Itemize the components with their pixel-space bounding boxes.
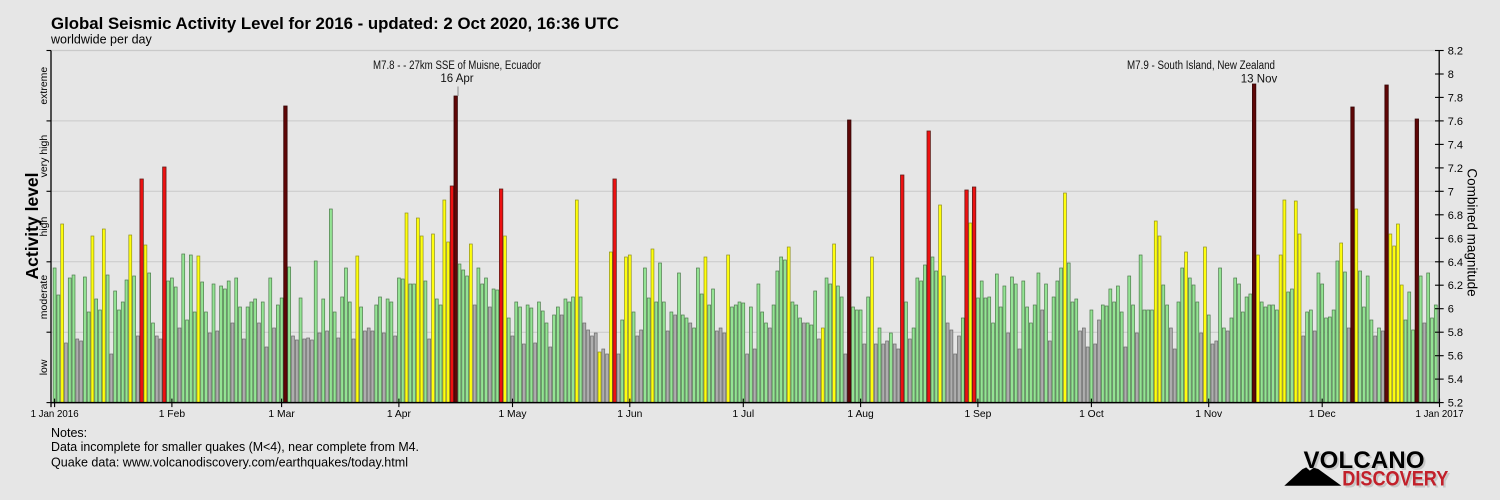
svg-text:1 Jul: 1 Jul <box>732 409 754 420</box>
svg-text:7.4: 7.4 <box>1448 139 1463 151</box>
svg-text:8: 8 <box>1448 69 1454 81</box>
svg-text:Data incomplete for smaller qu: Data incomplete for smaller quakes (M<4)… <box>51 440 419 454</box>
svg-text:5.8: 5.8 <box>1448 327 1463 339</box>
svg-text:13 Nov: 13 Nov <box>1241 74 1278 86</box>
svg-text:DISCOVERY: DISCOVERY <box>1344 470 1450 493</box>
svg-text:5.6: 5.6 <box>1448 351 1463 363</box>
svg-text:very high: very high <box>38 135 50 178</box>
svg-text:Notes:: Notes: <box>51 426 87 440</box>
svg-text:1 Mar: 1 Mar <box>268 409 295 420</box>
svg-text:1 Jan 2016: 1 Jan 2016 <box>31 409 79 420</box>
svg-text:high: high <box>38 217 50 237</box>
svg-text:M7.9 - South Island, New Zeala: M7.9 - South Island, New Zealand <box>1127 60 1275 72</box>
svg-text:5.4: 5.4 <box>1448 374 1463 386</box>
svg-text:1 Nov: 1 Nov <box>1195 409 1223 420</box>
svg-text:1 Feb: 1 Feb <box>159 409 186 420</box>
svg-text:Combined magnitude: Combined magnitude <box>1465 168 1480 296</box>
svg-text:Global Seismic Activity Level: Global Seismic Activity Level for 2016 -… <box>51 14 619 33</box>
svg-text:1 Sep: 1 Sep <box>964 409 991 420</box>
svg-text:6.2: 6.2 <box>1448 280 1463 292</box>
svg-text:7: 7 <box>1448 186 1454 198</box>
svg-text:M7.8 - - 27km SSE of Muisne, E: M7.8 - - 27km SSE of Muisne, Ecuador <box>373 60 541 72</box>
svg-text:7.6: 7.6 <box>1448 116 1463 128</box>
svg-text:6.6: 6.6 <box>1448 233 1463 245</box>
svg-text:6.8: 6.8 <box>1448 210 1463 222</box>
svg-text:extreme: extreme <box>38 67 50 105</box>
svg-text:Quake data: www.volcanodiscove: Quake data: www.volcanodiscovery.com/ear… <box>51 456 408 470</box>
svg-text:7.8: 7.8 <box>1448 92 1463 104</box>
svg-text:1 Apr: 1 Apr <box>387 409 412 420</box>
svg-text:worldwide per day: worldwide per day <box>50 33 152 47</box>
svg-text:1 Jun: 1 Jun <box>617 409 642 420</box>
svg-text:1 Jan 2017: 1 Jan 2017 <box>1416 409 1464 420</box>
svg-text:16 Apr: 16 Apr <box>440 73 473 85</box>
svg-text:6: 6 <box>1448 304 1454 316</box>
svg-text:1 Oct: 1 Oct <box>1079 409 1104 420</box>
svg-text:moderate: moderate <box>38 275 50 320</box>
svg-text:1 Dec: 1 Dec <box>1309 409 1336 420</box>
svg-text:VOLCANO: VOLCANO <box>1306 449 1427 476</box>
svg-text:5.2: 5.2 <box>1448 398 1463 410</box>
svg-text:Activity level: Activity level <box>22 173 42 280</box>
svg-text:low: low <box>38 359 50 375</box>
svg-text:1 Aug: 1 Aug <box>847 409 874 420</box>
svg-text:DISCOVERY: DISCOVERY <box>1342 468 1448 491</box>
svg-text:8.2: 8.2 <box>1448 46 1463 58</box>
svg-text:7.2: 7.2 <box>1448 163 1463 175</box>
svg-text:VOLCANO: VOLCANO <box>1304 447 1425 474</box>
svg-text:1 May: 1 May <box>498 409 527 420</box>
svg-text:6.4: 6.4 <box>1448 257 1463 269</box>
